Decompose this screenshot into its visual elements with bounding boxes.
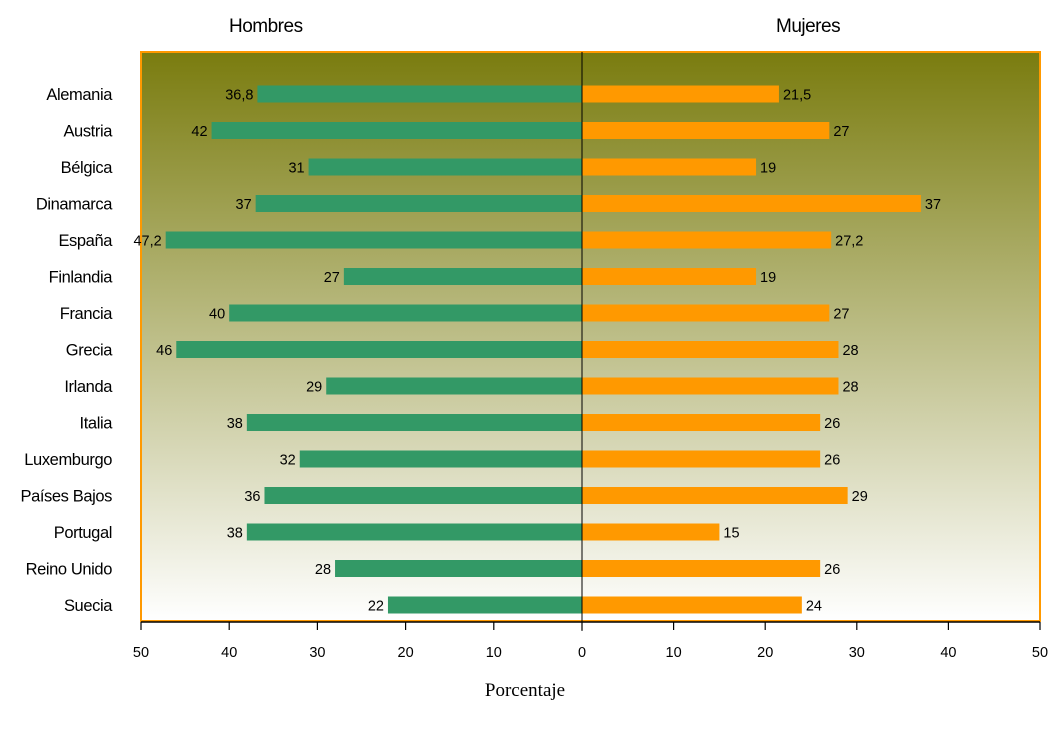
data-label-hombres: 27 [324, 270, 340, 286]
bar-mujeres [582, 596, 802, 614]
x-tick-label: 40 [221, 645, 237, 661]
bar-hombres [246, 523, 582, 541]
bars-group: 36,8 21,5 42 27 31 19 37 37 47,2 27,2 27 19 40 27 46 28… [133, 85, 941, 615]
data-label-hombres: 42 [191, 124, 207, 140]
data-label-hombres: 28 [315, 562, 331, 578]
data-label-mujeres: 26 [824, 453, 840, 469]
series-header-mujeres: Mujeres [776, 16, 841, 37]
data-label-hombres: 32 [280, 453, 296, 469]
category-label: Italia [80, 415, 114, 433]
data-label-hombres: 38 [227, 416, 243, 432]
bar-mujeres [582, 268, 757, 285]
bar-mujeres [582, 231, 832, 249]
bar-mujeres [582, 560, 821, 577]
x-axis: 50 40 30 20 10 0 10 20 30 40 50 [133, 52, 1048, 661]
data-label-mujeres: 27 [833, 124, 849, 140]
category-label: Dinamarca [36, 196, 113, 214]
data-label-mujeres: 19 [760, 161, 776, 177]
bar-hombres [255, 195, 582, 212]
bar-hombres [229, 304, 582, 322]
bar-mujeres [582, 195, 921, 212]
bar-hombres [299, 450, 582, 468]
data-label-hombres: 31 [288, 161, 304, 177]
bar-mujeres [582, 158, 757, 176]
series-header-hombres: Hombres [229, 16, 303, 37]
bar-hombres [387, 596, 582, 614]
data-label-mujeres: 28 [842, 343, 858, 359]
x-tick-label: 50 [1032, 645, 1048, 661]
data-label-mujeres: 27,2 [835, 234, 863, 250]
x-axis-title: Porcentaje [484, 680, 566, 701]
data-label-mujeres: 19 [760, 270, 776, 286]
category-labels: Alemania Austria Bélgica Dinamarca España Fin… [20, 86, 113, 615]
category-label: Francia [60, 305, 113, 323]
bar-mujeres [582, 487, 848, 504]
bar-mujeres [582, 341, 839, 358]
x-tick-label: 30 [849, 645, 865, 661]
data-label-hombres: 38 [227, 526, 243, 542]
category-label: España [58, 232, 113, 250]
data-label-hombres: 47,2 [133, 234, 161, 250]
category-label: Grecia [66, 342, 113, 360]
data-label-mujeres: 29 [852, 489, 868, 505]
data-label-hombres: 36,8 [225, 88, 253, 104]
bar-hombres [308, 158, 582, 176]
bar-mujeres [582, 414, 821, 431]
category-label: Países Bajos [20, 488, 112, 506]
data-label-mujeres: 26 [824, 562, 840, 578]
data-label-mujeres: 27 [833, 307, 849, 323]
data-label-hombres: 36 [244, 489, 260, 505]
category-label: Portugal [54, 524, 112, 542]
bar-mujeres [582, 122, 830, 139]
data-label-mujeres: 28 [842, 380, 858, 396]
bar-hombres [246, 414, 582, 431]
category-label: Bélgica [61, 159, 114, 177]
x-tick-label: 20 [757, 645, 773, 661]
category-label: Alemania [46, 86, 113, 104]
data-label-hombres: 46 [156, 343, 172, 359]
bar-mujeres [582, 304, 830, 322]
bar-mujeres [582, 450, 821, 468]
bar-mujeres [582, 523, 720, 541]
x-tick-label: 40 [940, 645, 956, 661]
bar-mujeres [582, 85, 779, 103]
data-label-mujeres: 24 [806, 599, 822, 615]
bar-hombres [343, 268, 582, 285]
category-label: Irlanda [64, 378, 113, 396]
data-label-mujeres: 15 [723, 526, 739, 542]
data-label-mujeres: 26 [824, 416, 840, 432]
x-tick-label: 0 [578, 645, 586, 661]
data-label-mujeres: 21,5 [783, 88, 811, 104]
x-tick-label: 30 [309, 645, 325, 661]
bar-hombres [257, 85, 582, 103]
data-label-hombres: 37 [236, 197, 252, 213]
x-tick-label: 10 [666, 645, 682, 661]
x-tick-label: 20 [398, 645, 414, 661]
bar-hombres [335, 560, 582, 577]
data-label-hombres: 29 [306, 380, 322, 396]
data-label-mujeres: 37 [925, 197, 941, 213]
data-label-hombres: 22 [368, 599, 384, 615]
bar-hombres [264, 487, 582, 504]
bar-hombres [176, 341, 582, 358]
bar-hombres [211, 122, 582, 139]
x-tick-label: 50 [133, 645, 149, 661]
category-label: Austria [63, 123, 113, 141]
bar-hombres [326, 377, 582, 395]
bar-hombres [165, 231, 583, 249]
category-label: Suecia [64, 597, 113, 615]
bar-mujeres [582, 377, 839, 395]
category-label: Finlandia [49, 269, 114, 287]
data-label-hombres: 40 [209, 307, 225, 323]
x-tick-label: 10 [486, 645, 502, 661]
category-label: Reino Unido [26, 561, 113, 579]
category-label: Luxemburgo [24, 451, 112, 469]
